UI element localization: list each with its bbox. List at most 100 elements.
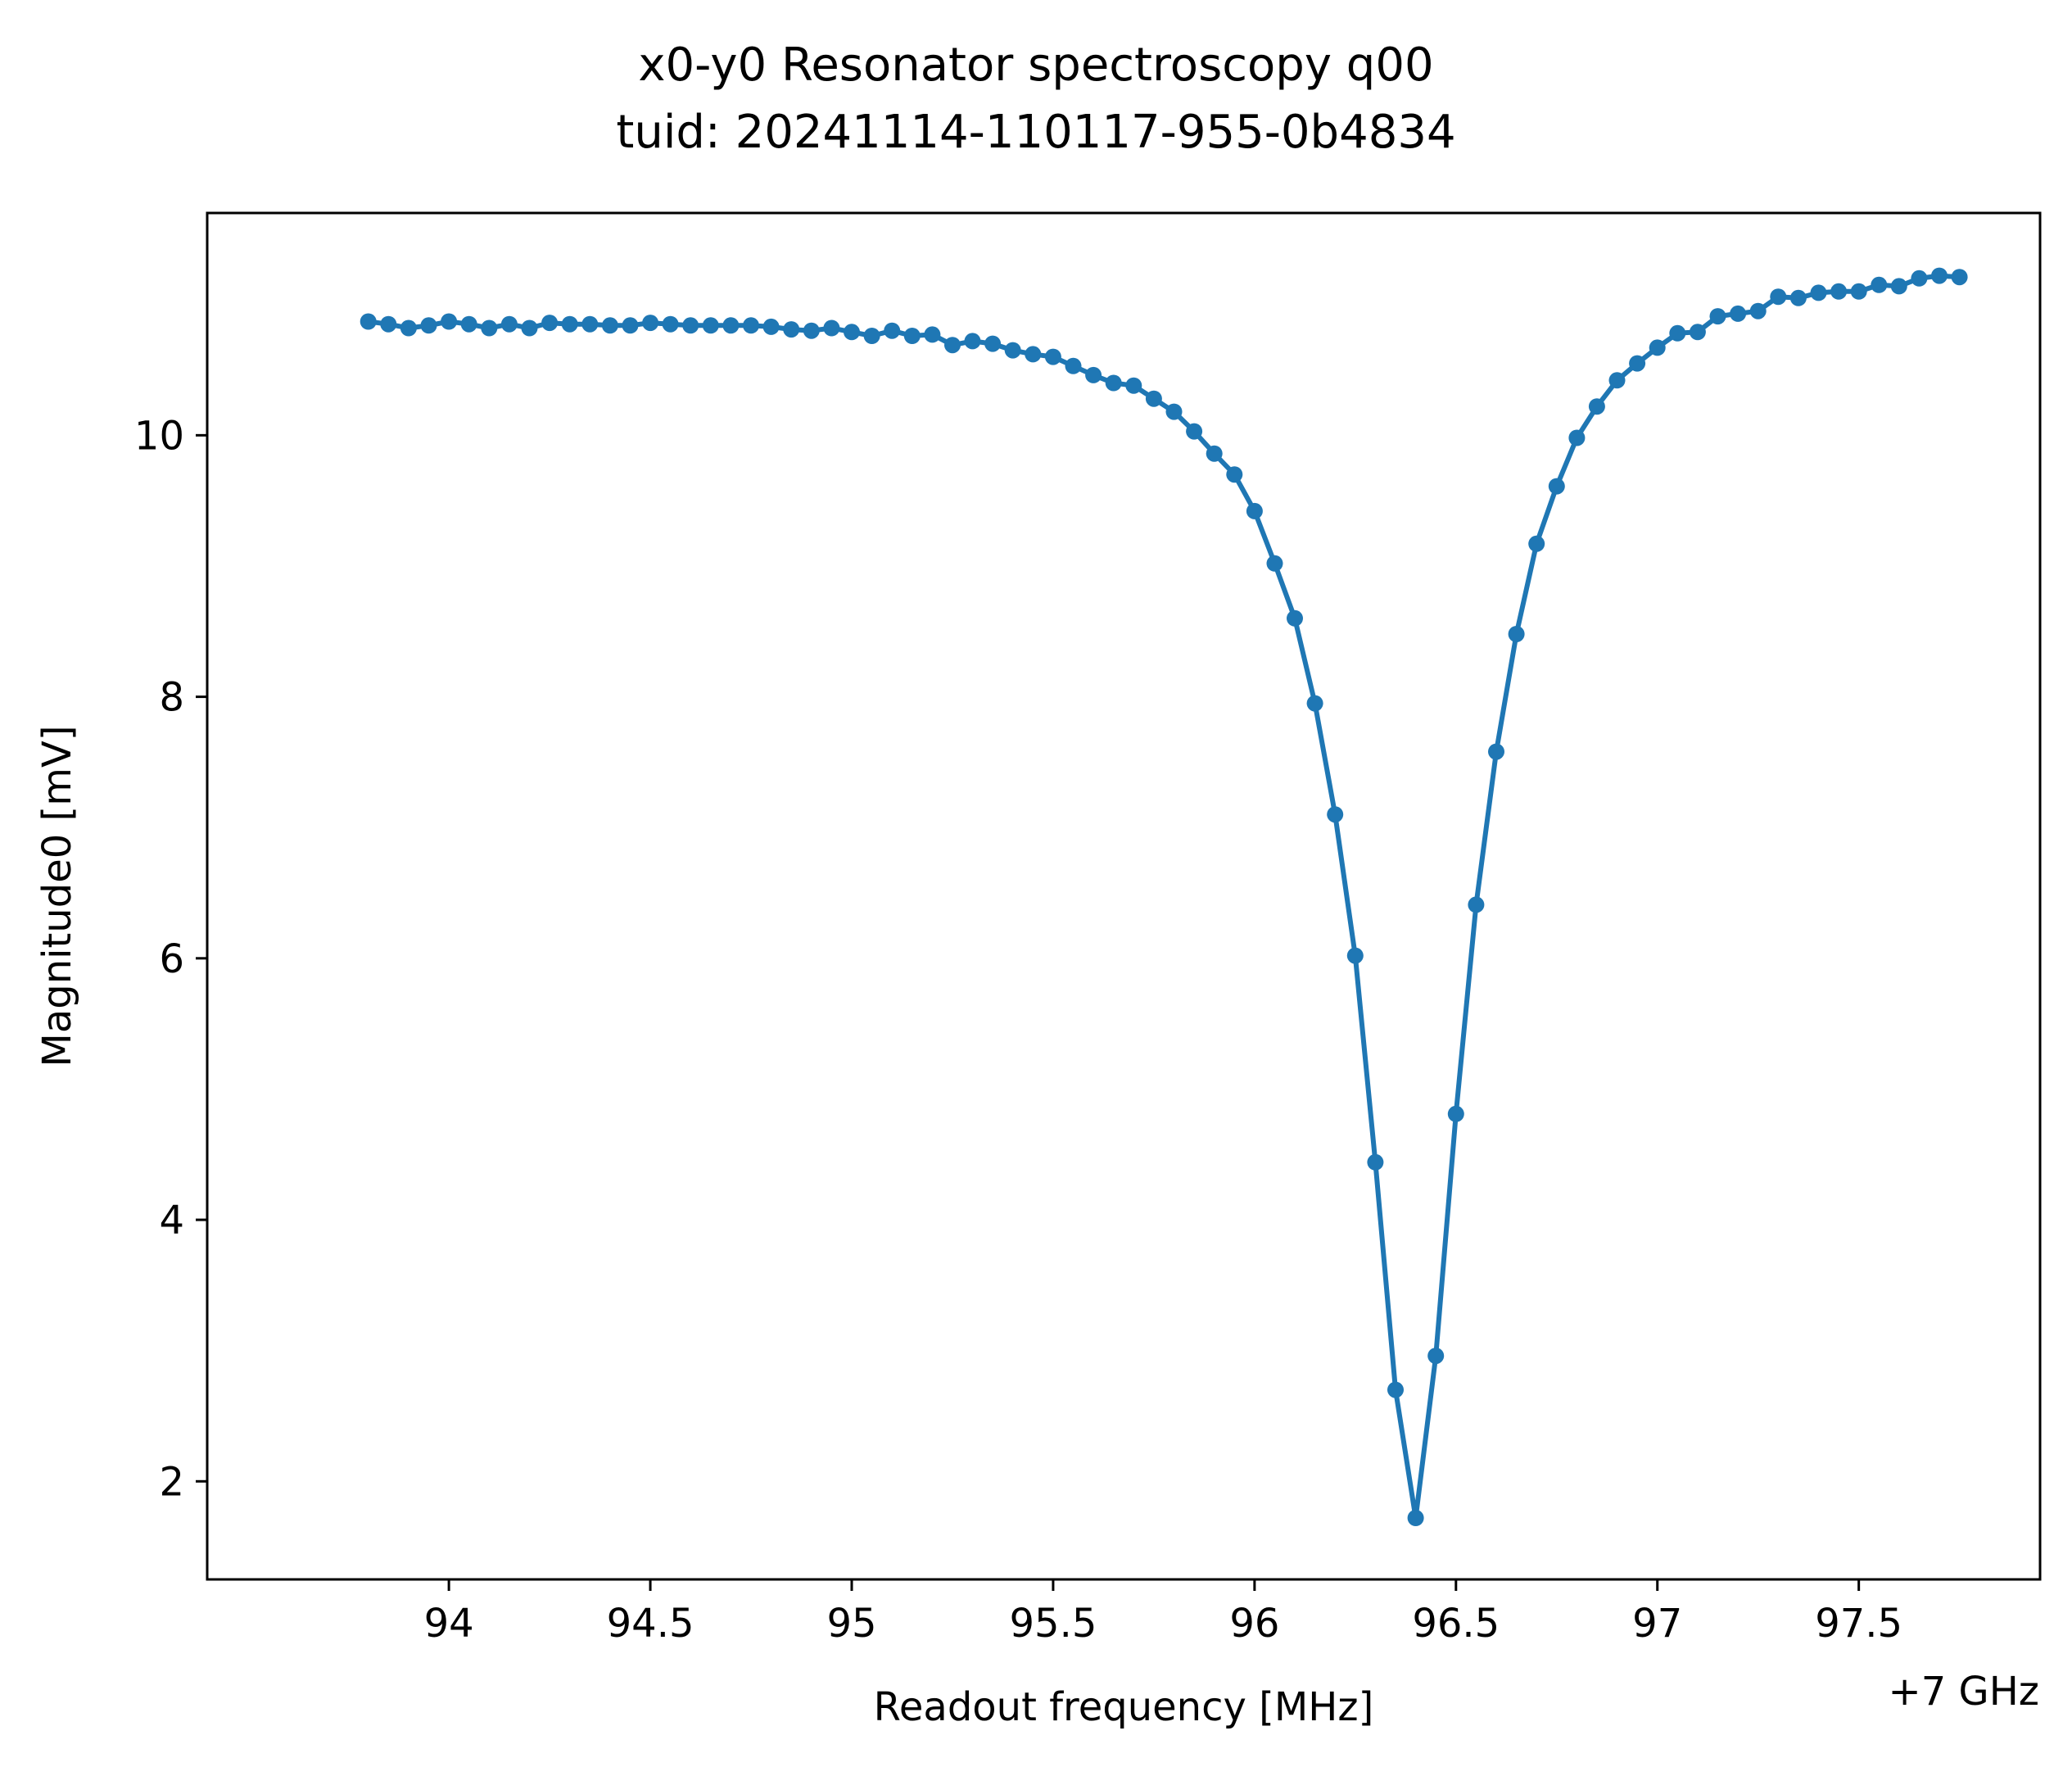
x-tick-label: 97.5: [1815, 1601, 1902, 1647]
data-point: [1951, 269, 1968, 286]
data-point: [803, 322, 820, 339]
x-tick-label: 96.5: [1412, 1601, 1500, 1647]
data-point: [722, 317, 740, 334]
data-point: [1266, 555, 1283, 572]
data-point: [1931, 267, 1948, 284]
data-point: [1327, 806, 1344, 823]
data-point: [1165, 403, 1183, 420]
data-point: [1608, 372, 1626, 389]
y-tick-label: 4: [159, 1198, 184, 1244]
data-point: [1065, 357, 1082, 374]
data-point: [1287, 609, 1303, 627]
data-point: [662, 315, 679, 333]
x-tick-label: 97: [1632, 1601, 1682, 1647]
data-point: [1306, 695, 1323, 712]
data-point: [1346, 947, 1364, 964]
data-point: [1407, 1510, 1424, 1526]
data-point: [1649, 339, 1666, 356]
data-point: [420, 317, 437, 334]
data-point: [743, 317, 759, 334]
data-point: [863, 328, 880, 344]
data-point: [481, 319, 498, 337]
data-point: [1548, 478, 1565, 495]
data-point: [1749, 302, 1767, 319]
series-group: [360, 267, 1968, 1526]
data-point: [460, 315, 477, 333]
data-point: [541, 315, 559, 332]
data-point: [1387, 1381, 1404, 1398]
data-point: [702, 317, 719, 334]
data-point: [762, 318, 780, 335]
data-point: [844, 324, 860, 341]
data-point: [1528, 535, 1545, 552]
data-point: [1004, 342, 1021, 359]
y-tick-label: 2: [159, 1459, 184, 1505]
y-tick-label: 8: [159, 675, 184, 721]
y-tick-label: 6: [159, 936, 184, 982]
y-axis-label: Magnitude0 [mV]: [34, 725, 80, 1067]
data-point: [622, 317, 639, 334]
data-point: [1568, 429, 1586, 446]
data-point: [1871, 276, 1888, 293]
data-point: [1508, 626, 1525, 642]
chart-title: x0-y0 Resonator spectroscopy q00: [638, 39, 1433, 92]
data-point: [642, 315, 659, 332]
data-point: [1890, 278, 1907, 295]
data-point: [1669, 324, 1686, 342]
data-point: [1770, 288, 1787, 306]
data-point: [1186, 423, 1203, 440]
data-point: [1488, 743, 1504, 760]
data-point: [783, 321, 800, 338]
data-point: [1085, 366, 1102, 383]
data-point: [1145, 390, 1162, 407]
data-point: [682, 317, 699, 334]
data-point: [823, 319, 840, 337]
x-tick-label: 96: [1229, 1601, 1279, 1647]
data-point: [1588, 398, 1605, 415]
data-point: [1689, 324, 1706, 341]
data-point: [944, 337, 961, 354]
series-line: [365, 273, 1962, 1520]
x-tick-label: 95: [826, 1601, 876, 1647]
plot-frame: [206, 211, 2042, 1581]
data-point: [1206, 445, 1223, 462]
data-point: [1105, 374, 1122, 392]
data-point: [1246, 502, 1263, 519]
data-point: [964, 333, 981, 350]
y-tick-label: 10: [134, 413, 184, 459]
x-offset-label: +7 GHz: [1889, 1669, 2040, 1715]
x-axis-label: Readout frequency [MHz]: [874, 1684, 1374, 1730]
data-point: [1830, 283, 1848, 300]
data-point: [441, 313, 458, 330]
data-point: [1226, 466, 1243, 483]
data-point: [1044, 348, 1061, 365]
data-point: [360, 313, 377, 330]
data-point: [1025, 346, 1042, 363]
data-point: [380, 315, 397, 333]
data-point: [561, 315, 578, 333]
axis-ticks: 94 94.5 95 95.5 96 96.5 97 97.5 2 4 6 8 10: [134, 413, 1902, 1647]
data-point: [903, 328, 921, 344]
data-point: [1427, 1348, 1445, 1365]
data-point: [1810, 284, 1827, 301]
x-tick-label: 95.5: [1009, 1601, 1097, 1647]
data-point: [1367, 1153, 1384, 1171]
x-tick-label: 94.5: [607, 1601, 694, 1647]
data-point: [984, 335, 1002, 352]
data-point: [521, 319, 538, 337]
data-point: [1709, 308, 1726, 325]
data-point: [1125, 377, 1142, 394]
data-point: [581, 315, 599, 333]
data-point: [601, 317, 618, 334]
data-point: [1629, 355, 1646, 372]
data-point: [1789, 289, 1807, 306]
data-point: [1468, 896, 1485, 913]
data-point: [1447, 1105, 1464, 1122]
data-point: [884, 322, 901, 339]
x-tick-label: 94: [424, 1601, 474, 1647]
data-point: [400, 319, 417, 337]
data-point: [1850, 283, 1867, 300]
data-point: [1730, 305, 1747, 322]
chart-subtitle: tuid: 20241114-110117-955-0b4834: [616, 106, 1455, 159]
